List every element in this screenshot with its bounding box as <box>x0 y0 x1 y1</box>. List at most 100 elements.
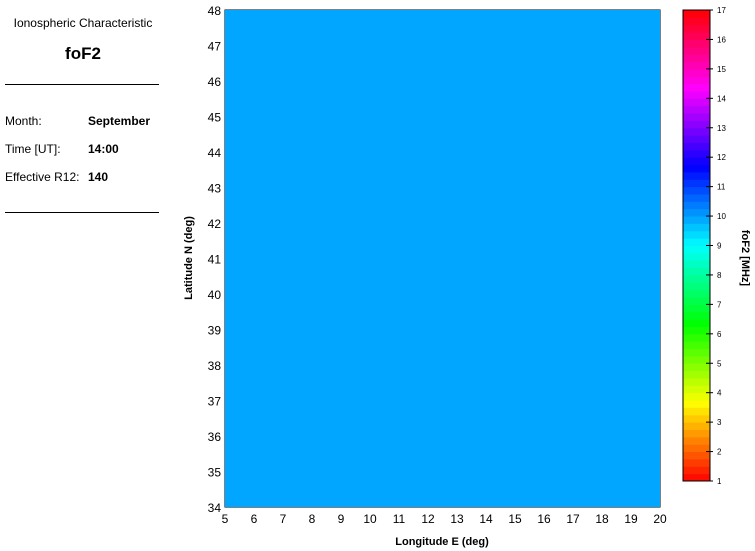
colorbar-swatch <box>683 274 710 283</box>
colorbar-swatch <box>683 149 710 158</box>
r12-label: Effective R12: <box>5 170 80 184</box>
colorbar-swatch <box>683 377 710 386</box>
colorbar-swatch <box>683 422 710 430</box>
colorbar-swatch <box>683 245 710 254</box>
colorbar-swatch <box>683 414 710 423</box>
x-tick-label: 14 <box>479 512 493 526</box>
colorbar-swatch <box>683 444 710 453</box>
colorbar-swatch <box>683 164 710 173</box>
y-tick-label: 38 <box>208 359 222 373</box>
colorbar-swatch <box>683 127 710 136</box>
colorbar-tick-label: 13 <box>717 124 726 133</box>
colorbar-swatch <box>683 473 710 482</box>
r12-value: 140 <box>88 170 109 184</box>
time-label: Time [UT]: <box>5 142 61 156</box>
month-value: September <box>88 114 151 128</box>
x-tick-label: 15 <box>508 512 522 526</box>
colorbar-swatch <box>683 326 710 335</box>
colorbar-tick-label: 12 <box>717 153 726 162</box>
y-tick-label: 42 <box>208 217 222 231</box>
x-tick-label: 5 <box>222 512 229 526</box>
x-tick-label: 17 <box>566 512 580 526</box>
divider <box>5 212 159 213</box>
colorbar-swatch <box>683 341 710 350</box>
divider <box>5 84 159 85</box>
colorbar-swatch <box>683 216 710 224</box>
month-label: Month: <box>5 114 42 128</box>
colorbar-swatch <box>683 54 710 63</box>
colorbar-swatch <box>683 304 710 313</box>
colorbar-swatch <box>683 113 710 121</box>
x-tick-label: 16 <box>537 512 551 526</box>
colorbar-swatch <box>683 179 710 188</box>
colorbar-tick-label: 5 <box>717 359 722 368</box>
colorbar-swatch <box>683 392 710 401</box>
x-tick-label: 18 <box>595 512 609 526</box>
colorbar-swatch <box>683 61 710 70</box>
colorbar-tick-label: 1 <box>717 477 722 486</box>
colorbar-swatch <box>683 260 710 269</box>
colorbar-tick-label: 17 <box>717 6 726 15</box>
y-tick-label: 37 <box>208 395 222 409</box>
colorbar-tick-label: 9 <box>717 242 722 251</box>
x-axis-label: Longitude E (deg) <box>395 536 489 548</box>
colorbar-swatch <box>683 297 710 305</box>
y-tick-label: 44 <box>208 146 222 160</box>
colorbar-swatch <box>683 436 710 445</box>
colorbar-swatch <box>683 32 710 40</box>
panel-heading: Ionospheric Characteristic <box>13 16 153 30</box>
time-value: 14:00 <box>88 142 119 156</box>
colorbar-swatch <box>683 407 710 416</box>
colorbar-swatch <box>683 157 710 166</box>
colorbar-swatch <box>683 252 710 261</box>
colorbar-swatch <box>683 385 710 394</box>
x-tick-label: 9 <box>338 512 345 526</box>
colorbar-swatch <box>683 451 710 460</box>
x-tick-label: 10 <box>363 512 377 526</box>
y-tick-label: 36 <box>208 430 222 444</box>
colorbar-swatch <box>683 10 710 18</box>
y-tick-label: 41 <box>208 253 222 267</box>
colorbar-tick-label: 14 <box>717 94 726 103</box>
colorbar-swatch <box>683 193 710 202</box>
colorbar-swatch <box>683 24 710 33</box>
band-fill <box>225 10 660 507</box>
parameter-name: foF2 <box>65 44 101 63</box>
colorbar-swatch <box>683 333 710 342</box>
colorbar-swatch <box>683 282 710 291</box>
colorbar-swatch <box>683 171 710 180</box>
colorbar-swatch <box>683 76 710 85</box>
colorbar-swatch <box>683 17 710 26</box>
y-tick-label: 47 <box>208 40 222 54</box>
colorbar-swatch <box>683 142 710 151</box>
colorbar-swatch <box>683 186 710 195</box>
x-tick-label: 11 <box>393 512 406 526</box>
colorbar-label: foF2 [MHz] <box>739 230 751 287</box>
colorbar-swatch <box>683 363 710 372</box>
colorbar-swatch <box>683 98 710 107</box>
colorbar-swatch <box>683 429 710 438</box>
y-tick-label: 46 <box>208 75 222 89</box>
colorbar-tick-label: 8 <box>717 271 722 280</box>
y-tick-label: 34 <box>208 501 222 515</box>
colorbar-tick-label: 16 <box>717 35 726 44</box>
colorbar-tick-label: 10 <box>717 212 726 221</box>
colorbar-tick-label: 15 <box>717 65 726 74</box>
x-tick-label: 6 <box>251 512 258 526</box>
x-tick-label: 12 <box>421 512 435 526</box>
colorbar-swatch <box>683 355 710 364</box>
colorbar-tick-label: 3 <box>717 418 722 427</box>
colorbar-swatch <box>683 466 710 475</box>
y-tick-label: 48 <box>208 4 222 18</box>
y-axis-label: Latitude N (deg) <box>183 216 195 300</box>
colorbar-swatch <box>683 83 710 92</box>
colorbar-tick-label: 11 <box>717 183 726 192</box>
colorbar-swatch <box>683 120 710 129</box>
colorbar-swatch <box>683 289 710 298</box>
colorbar-swatch <box>683 105 710 114</box>
colorbar-swatch <box>683 39 710 48</box>
colorbar-swatch <box>683 267 710 276</box>
colorbar-swatch <box>683 208 710 217</box>
colorbar-swatch <box>683 68 710 77</box>
